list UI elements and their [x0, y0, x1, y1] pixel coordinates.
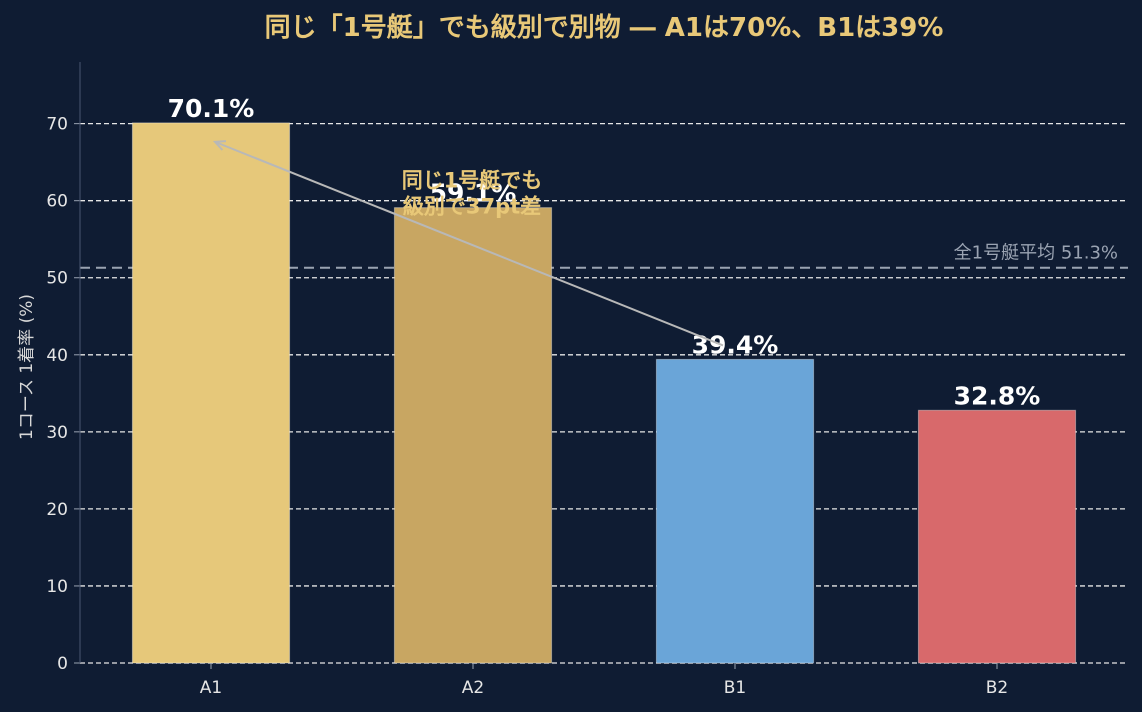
y-tick-label: 0	[57, 654, 68, 674]
x-tick-label-a1: A1	[200, 678, 222, 698]
value-label-b1: 39.4%	[692, 330, 779, 359]
y-tick-label: 70	[46, 115, 68, 135]
y-tick-label: 10	[46, 577, 68, 597]
reference-line-label: 全1号艇平均 51.3%	[954, 243, 1118, 264]
chart-title: 同じ「1号艇」でも級別で別物 ― A1は70%、B1は39%	[265, 12, 944, 43]
y-tick-label: 40	[46, 346, 68, 366]
value-label-a1: 70.1%	[168, 94, 255, 123]
x-tick-label-b1: B1	[724, 678, 746, 698]
value-labels: 70.1% 59.1% 39.4% 32.8%	[168, 94, 1041, 410]
y-tick-label: 60	[46, 192, 68, 212]
annotation-arrow	[214, 140, 724, 347]
bar-a2	[393, 207, 553, 664]
bar-a1	[131, 122, 291, 664]
y-tick-label: 30	[46, 423, 68, 443]
x-tick-label-b2: B2	[986, 678, 1008, 698]
annotation-text-line: 級別で37pt差	[403, 195, 541, 219]
x-tick-label-a2: A2	[462, 678, 484, 698]
y-tick-label: 20	[46, 500, 68, 520]
y-tick-label: 50	[46, 269, 68, 289]
reference-line-group: 全1号艇平均 51.3%	[80, 243, 1128, 269]
value-label-a2: 59.1%	[430, 179, 517, 208]
bar-b2	[917, 409, 1077, 664]
y-axis-label: 1コース 1着率 (%)	[17, 294, 37, 440]
axes: 0 10 20 30 40 50 60 70 A1 A2 B1 B2	[46, 62, 1008, 698]
bars	[131, 122, 1077, 664]
annotation-text-line: 同じ1号艇でも	[402, 169, 543, 193]
bar-b1	[655, 358, 815, 664]
annotation-arrowhead	[212, 140, 227, 151]
value-label-b2: 32.8%	[954, 381, 1041, 410]
